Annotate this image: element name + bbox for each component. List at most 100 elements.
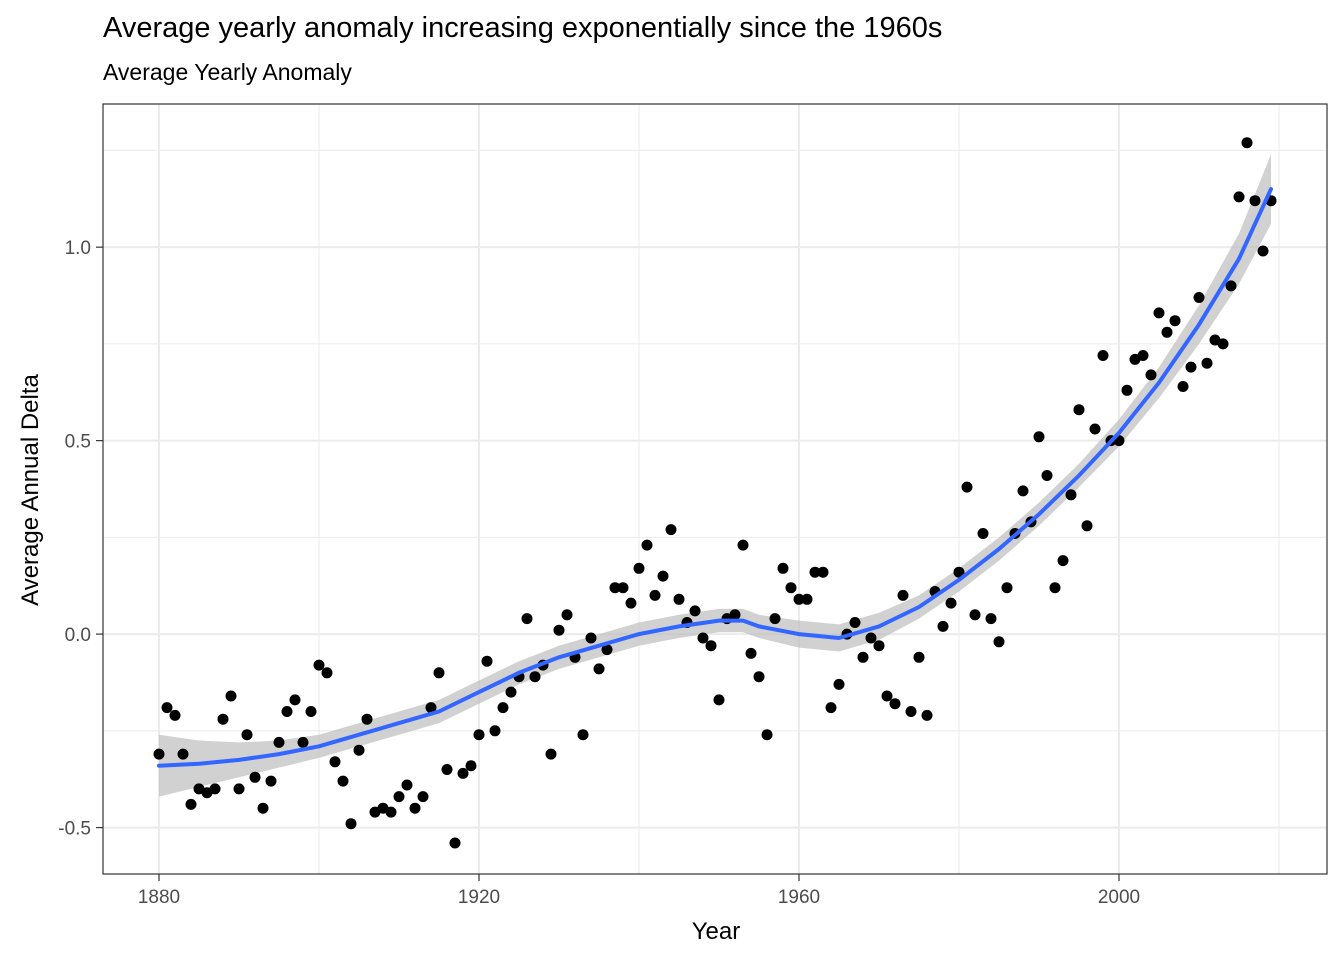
data-point <box>1121 384 1133 396</box>
data-point <box>1145 369 1157 381</box>
data-point <box>481 655 493 667</box>
data-point <box>1161 326 1173 338</box>
data-point <box>809 566 821 578</box>
y-tick-label: 0.5 <box>65 432 91 453</box>
data-point <box>417 791 429 803</box>
data-point <box>265 775 277 787</box>
data-point <box>593 663 605 675</box>
x-axis: 1880 1920 1960 2000 <box>138 874 1140 908</box>
x-tick-label: 1960 <box>778 887 820 908</box>
data-point <box>857 651 869 663</box>
data-point <box>1033 431 1045 443</box>
y-axis: -0.5 0.0 0.5 1.0 <box>58 238 103 840</box>
smooth-line <box>157 187 1273 768</box>
data-point <box>577 729 589 741</box>
data-point <box>561 609 573 621</box>
data-point <box>873 640 885 652</box>
data-point <box>521 613 533 625</box>
data-point <box>177 748 189 760</box>
data-point <box>209 783 221 795</box>
data-point <box>545 748 557 760</box>
data-point <box>641 539 653 551</box>
data-point <box>257 802 269 814</box>
data-point <box>817 566 829 578</box>
data-point <box>1049 582 1061 594</box>
data-point <box>305 706 317 717</box>
data-point <box>425 702 437 714</box>
data-point <box>1065 489 1077 501</box>
x-tick-label: 1920 <box>458 887 500 908</box>
data-point <box>1169 315 1181 327</box>
data-point <box>1201 357 1213 369</box>
data-point <box>1241 137 1253 149</box>
data-point <box>761 729 773 741</box>
x-tick-label: 2000 <box>1098 887 1140 908</box>
data-point <box>745 647 757 659</box>
data-point <box>1041 470 1053 481</box>
data-point <box>505 686 517 698</box>
chart-title: Average yearly anomaly increasing expone… <box>103 12 943 44</box>
data-point <box>1089 423 1101 435</box>
data-point <box>601 644 613 656</box>
data-point <box>345 818 357 830</box>
data-point <box>393 791 405 803</box>
data-point <box>385 806 397 818</box>
smooth-line-group <box>157 187 1273 768</box>
data-point <box>753 671 765 683</box>
data-point <box>329 756 341 768</box>
data-point <box>793 593 805 605</box>
data-point <box>1257 245 1269 257</box>
x-tick-label: 1880 <box>138 887 180 908</box>
data-point <box>897 589 909 601</box>
data-point <box>233 783 245 795</box>
data-point <box>729 609 741 621</box>
data-point <box>273 736 285 748</box>
data-point <box>657 570 669 582</box>
data-point <box>689 605 701 617</box>
data-point <box>465 760 477 772</box>
data-point <box>1185 361 1197 373</box>
data-point <box>441 764 453 775</box>
data-point <box>945 597 957 609</box>
chart-subtitle: Average Yearly Anomaly <box>103 59 352 85</box>
data-point <box>289 694 301 706</box>
data-point <box>833 678 845 690</box>
data-point <box>1233 191 1245 203</box>
data-point <box>977 528 989 539</box>
panel-border <box>102 103 1328 875</box>
data-point <box>961 481 973 493</box>
data-point <box>697 632 709 644</box>
data-point <box>633 562 645 574</box>
data-point <box>321 667 333 679</box>
data-point <box>1097 350 1109 361</box>
data-point <box>865 632 877 644</box>
data-point <box>713 694 725 706</box>
data-point <box>673 593 685 605</box>
data-point <box>889 698 901 710</box>
data-point <box>553 624 565 636</box>
data-point <box>1217 338 1229 350</box>
data-point <box>985 613 997 625</box>
data-point <box>777 562 789 574</box>
grid-minor <box>103 104 1327 874</box>
data-point <box>489 725 501 737</box>
data-point <box>169 709 181 721</box>
y-tick-label: 1.0 <box>65 238 91 259</box>
data-point <box>649 589 661 601</box>
data-point <box>1249 195 1261 207</box>
data-point <box>1057 555 1069 567</box>
data-point <box>905 706 917 717</box>
data-point <box>217 713 229 725</box>
data-point <box>1073 404 1085 416</box>
data-point <box>801 593 813 605</box>
data-point <box>737 539 749 551</box>
y-axis-label: Average Annual Delta <box>17 373 44 605</box>
data-point <box>665 524 677 536</box>
data-point <box>993 636 1005 648</box>
data-point <box>1137 350 1149 361</box>
data-point <box>401 779 413 791</box>
x-axis-label: Year <box>692 918 741 945</box>
data-point <box>449 837 461 849</box>
data-point <box>281 706 293 717</box>
data-point <box>473 729 485 741</box>
